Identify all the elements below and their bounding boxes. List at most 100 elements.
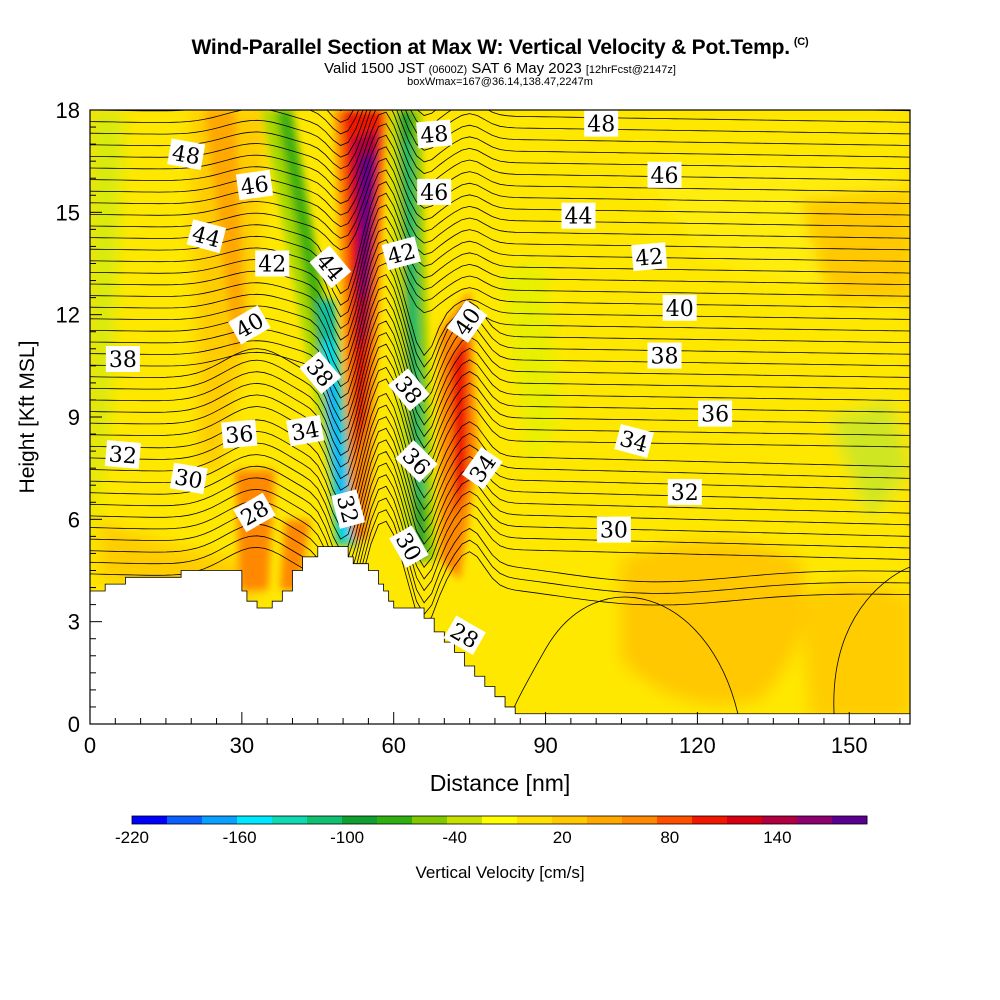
contour-label-box — [647, 161, 682, 188]
contour-label: 36 — [221, 419, 258, 449]
contour-label-text: 46 — [420, 181, 448, 206]
colorbar-swatch — [657, 816, 693, 824]
colorbar-swatch — [272, 816, 308, 824]
x-axis-label: Distance [nm] — [430, 770, 571, 796]
contour-label-box — [255, 250, 290, 277]
colorbar-tick-label: -100 — [330, 828, 364, 847]
theta-contour-line — [90, 343, 910, 456]
colorbar-swatch — [202, 816, 238, 824]
colorbar-swatch — [832, 816, 868, 824]
colorbar-swatch — [412, 816, 448, 824]
y-axis-label: Height [Kft MSL] — [16, 341, 39, 494]
theta-contour-line — [90, 110, 910, 146]
colorbar-swatch — [447, 816, 483, 824]
theta-contour-line — [90, 462, 910, 575]
contour-label-box — [331, 489, 366, 529]
theta-contour-line — [90, 520, 910, 633]
theta-contour-line — [90, 366, 910, 480]
contour-label-box — [647, 342, 682, 369]
contour-label-text: 48 — [419, 122, 449, 149]
contour-label-text: 48 — [587, 113, 615, 138]
colorbar-swatch — [727, 816, 763, 824]
x-tick-label: 0 — [84, 733, 96, 758]
potential-temperature-contours — [90, 110, 910, 718]
contour-label-box — [228, 305, 271, 345]
theta-contour-line — [90, 111, 910, 193]
theta-contour-line — [90, 110, 910, 181]
theta-contour-line — [90, 450, 910, 563]
contour-label-box — [235, 169, 274, 201]
contour-label: 46 — [235, 169, 274, 201]
contour-label-box — [105, 346, 140, 372]
colorbar-tick-label: 140 — [763, 828, 791, 847]
contour-label-text: 30 — [172, 465, 204, 494]
contour-label-box — [667, 479, 702, 505]
y-tick-label: 18 — [56, 98, 80, 123]
contour-label-text: 30 — [600, 519, 628, 544]
contour-label-text: 36 — [701, 403, 729, 428]
contour-label: 46 — [647, 161, 682, 189]
x-tick-label: 30 — [230, 733, 254, 758]
colorbar-tick-label: -40 — [442, 828, 467, 847]
contour-label-text: 38 — [109, 348, 137, 373]
contour-label-box — [416, 119, 453, 149]
contour-label-box — [221, 419, 258, 449]
theta-contour-line — [90, 439, 910, 552]
contour-label-box — [169, 462, 208, 495]
contour-label-box — [167, 138, 206, 171]
contour-label-box — [662, 294, 697, 321]
contour-label: 42 — [255, 250, 290, 278]
theta-contour-line — [90, 204, 910, 318]
contour-label: 30 — [596, 516, 631, 544]
contour-label-text: 32 — [671, 481, 699, 506]
contour-label-text: 34 — [289, 417, 321, 446]
theta-contour-line — [90, 332, 910, 445]
contour-label-text: 46 — [651, 164, 679, 189]
contour-label: 38 — [647, 342, 682, 370]
contour-label-text: 40 — [666, 297, 694, 322]
chart-subtitle: Valid 1500 JST (0600Z) SAT 6 May 2023 [1… — [0, 60, 1000, 77]
contour-label-box — [461, 446, 503, 490]
colorbar-swatch — [692, 816, 728, 824]
contour-label-text: 48 — [170, 141, 202, 170]
contour-label: 48 — [416, 119, 453, 149]
colorbar-tick-label: -160 — [223, 828, 257, 847]
valid-time: Valid 1500 JST — [324, 60, 425, 77]
colorbar-swatch — [132, 816, 168, 824]
theta-contour-line — [90, 308, 910, 422]
theta-contour-line — [90, 378, 910, 491]
contour-label-box — [596, 516, 631, 543]
colorbar-swatch — [237, 816, 273, 824]
utc-time: (0600Z) — [428, 64, 468, 76]
theta-contour-line — [90, 215, 910, 329]
contour-label-box — [381, 236, 422, 271]
forecast-info: [12hrFcst@2147z] — [585, 64, 676, 76]
colorbar-swatch — [482, 816, 518, 824]
theta-contour-line — [90, 110, 910, 170]
theta-contour-line — [90, 427, 910, 540]
contour-label-box — [299, 351, 342, 395]
theta-contour-line — [833, 566, 910, 714]
theta-contour-line — [90, 227, 910, 341]
colorbar-swatch — [797, 816, 833, 824]
theta-contour-line — [90, 297, 910, 411]
theta-contour-line — [90, 250, 910, 364]
theta-contour-line — [90, 497, 910, 610]
colorbar-swatch — [342, 816, 378, 824]
colorbar-swatch — [622, 816, 658, 824]
theta-contour-line — [90, 192, 910, 306]
contour-label-box — [395, 440, 438, 483]
contour-label-box — [698, 400, 733, 427]
colorbar-swatch — [587, 816, 623, 824]
contour-label: 48 — [167, 138, 206, 171]
theta-contour-line — [90, 146, 910, 228]
terrain-mask — [90, 546, 910, 724]
contour-label: 42 — [631, 242, 668, 272]
y-tick-label: 0 — [68, 712, 80, 737]
y-tick-label: 3 — [68, 610, 80, 635]
contour-label-box — [417, 178, 452, 205]
contour-label-box — [286, 414, 325, 447]
contour-label-text: 36 — [224, 422, 254, 449]
theta-contour-line — [90, 509, 910, 621]
